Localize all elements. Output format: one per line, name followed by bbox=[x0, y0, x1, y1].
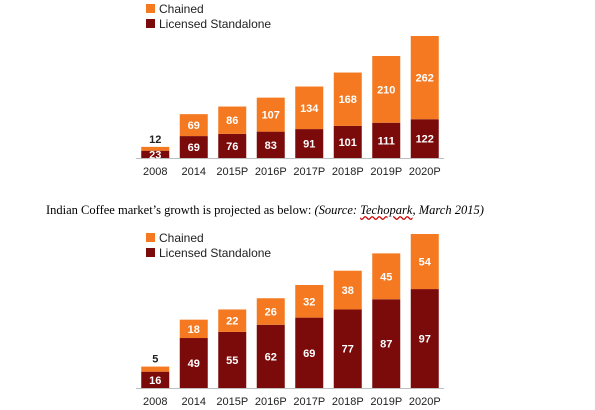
bar-standalone-2015P bbox=[218, 331, 247, 388]
bar-chained-2016P bbox=[256, 97, 285, 132]
legend-swatch bbox=[146, 4, 155, 13]
bar-standalone-2018P bbox=[333, 125, 362, 158]
x-tick-label: 2014 bbox=[182, 166, 206, 178]
data-label: 97 bbox=[419, 334, 431, 346]
bar-chained-2019P bbox=[372, 253, 401, 300]
bar-chained-2014 bbox=[179, 319, 208, 339]
bar-standalone-2014 bbox=[179, 338, 208, 388]
bar-chained-2015P bbox=[218, 106, 247, 134]
bar-chained-2017P bbox=[295, 284, 324, 318]
legend-swatch bbox=[146, 233, 155, 242]
legend-item-0: Licensed Standalone bbox=[146, 246, 271, 260]
bar-standalone-2020P bbox=[410, 119, 439, 158]
bar-chained-2018P bbox=[333, 270, 362, 310]
data-label: 45 bbox=[380, 271, 392, 283]
data-label: 62 bbox=[265, 351, 277, 363]
bar-standalone-2015P bbox=[218, 133, 247, 158]
legend-label: Licensed Standalone bbox=[159, 246, 271, 260]
bar-standalone-2017P bbox=[295, 129, 324, 158]
bar-standalone-2019P bbox=[372, 299, 401, 388]
data-label: 69 bbox=[188, 142, 200, 154]
bar-chained-2020P bbox=[410, 36, 439, 120]
bar-standalone-2020P bbox=[410, 289, 439, 388]
bar-chained-2015P bbox=[218, 309, 247, 332]
bar-standalone-2016P bbox=[256, 324, 285, 388]
x-tick-label: 2015P bbox=[216, 396, 248, 408]
data-label: 134 bbox=[300, 103, 319, 115]
legend-label: Chained bbox=[159, 2, 204, 16]
caption-text: Indian Coffee market’s growth is project… bbox=[46, 203, 315, 217]
x-tick-label: 2019P bbox=[370, 396, 402, 408]
data-label: 69 bbox=[188, 120, 200, 132]
data-label: 111 bbox=[378, 135, 395, 147]
bar-standalone-2018P bbox=[333, 309, 362, 388]
data-label: 101 bbox=[339, 137, 357, 149]
x-tick-label: 2015P bbox=[216, 166, 248, 178]
data-label: 107 bbox=[262, 110, 280, 122]
data-label: 76 bbox=[226, 141, 238, 153]
bar-standalone-2008 bbox=[141, 150, 170, 158]
data-label: 38 bbox=[342, 285, 354, 297]
data-label: 83 bbox=[265, 140, 277, 152]
x-tick-label: 2020P bbox=[409, 396, 441, 408]
data-label: 54 bbox=[419, 257, 432, 269]
legend-item-1: Chained bbox=[146, 2, 204, 16]
caption: Indian Coffee market’s growth is project… bbox=[46, 203, 586, 218]
x-tick-label: 2018P bbox=[332, 166, 364, 178]
legend-swatch bbox=[146, 248, 155, 257]
data-label: 26 bbox=[265, 307, 277, 319]
legend-item-1: Chained bbox=[146, 231, 204, 245]
data-label: 122 bbox=[416, 134, 434, 146]
legend-swatch bbox=[146, 19, 155, 28]
x-tick-label: 2017P bbox=[293, 396, 325, 408]
caption-source: (Source: Techopark, March 2015) bbox=[314, 203, 484, 217]
x-tick-label: 2016P bbox=[255, 396, 287, 408]
x-tick-label: 2019P bbox=[370, 166, 402, 178]
data-label: 49 bbox=[188, 358, 200, 370]
data-label: 55 bbox=[226, 355, 238, 367]
data-label: 87 bbox=[380, 339, 392, 351]
legend-label: Chained bbox=[159, 231, 204, 245]
data-label: 69 bbox=[303, 348, 315, 360]
data-label: 5 bbox=[152, 354, 158, 366]
x-tick-label: 2016P bbox=[255, 166, 287, 178]
bar-chained-2017P bbox=[295, 86, 324, 130]
bar-chained-2008 bbox=[141, 366, 170, 372]
bar-standalone-2017P bbox=[295, 317, 324, 388]
data-label: 22 bbox=[226, 316, 238, 328]
data-label: 12 bbox=[149, 134, 161, 146]
data-label: 168 bbox=[339, 94, 357, 106]
data-label: 16 bbox=[149, 375, 161, 387]
x-tick-label: 2014 bbox=[182, 396, 206, 408]
legend-label: Licensed Standalone bbox=[159, 17, 271, 31]
data-label: 18 bbox=[188, 324, 200, 336]
bar-standalone-2019P bbox=[372, 122, 401, 158]
bar-chained-2014 bbox=[179, 114, 208, 137]
bar-chained-2020P bbox=[410, 234, 439, 290]
bar-standalone-2016P bbox=[256, 131, 285, 158]
data-label: 77 bbox=[342, 344, 354, 356]
data-label: 262 bbox=[416, 73, 434, 85]
bar-chained-2019P bbox=[372, 56, 401, 123]
legend-item-0: Licensed Standalone bbox=[146, 17, 271, 31]
x-tick-label: 2018P bbox=[332, 396, 364, 408]
data-label: 23 bbox=[149, 149, 161, 161]
data-label: 210 bbox=[377, 84, 395, 96]
bar-standalone-2014 bbox=[179, 136, 208, 158]
bar-chained-2016P bbox=[256, 298, 285, 325]
bar-standalone-2008 bbox=[141, 371, 170, 388]
data-label: 86 bbox=[226, 115, 238, 127]
data-label: 91 bbox=[303, 139, 315, 151]
bar-chained-2008 bbox=[141, 146, 170, 151]
x-tick-label: 2008 bbox=[143, 166, 167, 178]
data-label: 32 bbox=[303, 296, 315, 308]
x-tick-label: 2008 bbox=[143, 396, 167, 408]
x-tick-label: 2017P bbox=[293, 166, 325, 178]
x-tick-label: 2020P bbox=[409, 166, 441, 178]
bar-chained-2018P bbox=[333, 72, 362, 126]
